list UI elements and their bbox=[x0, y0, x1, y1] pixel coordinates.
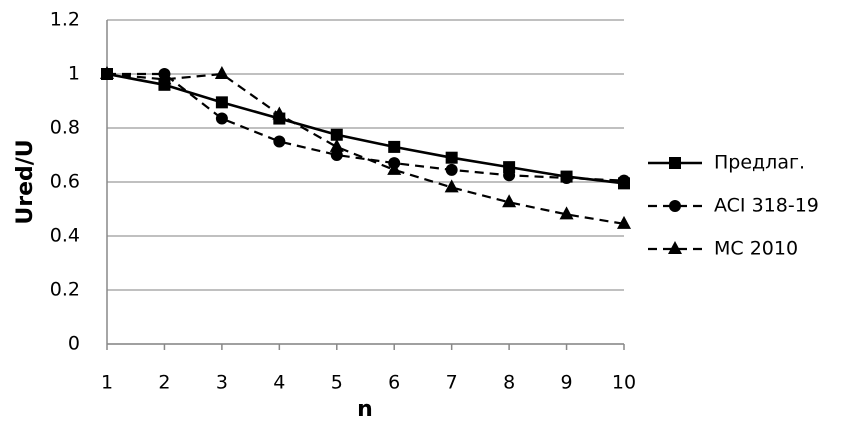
marker bbox=[669, 157, 681, 169]
marker bbox=[330, 128, 343, 141]
x-tick-label: 1 bbox=[101, 372, 113, 394]
x-tick-label: 5 bbox=[331, 372, 343, 394]
y-tick-label: 0.6 bbox=[50, 171, 80, 193]
marker bbox=[618, 174, 630, 187]
marker bbox=[445, 163, 458, 176]
marker bbox=[617, 215, 631, 229]
marker bbox=[502, 194, 517, 208]
x-tick-label: 9 bbox=[561, 372, 573, 394]
x-tick-label: 10 bbox=[612, 372, 636, 394]
x-tick-label: 8 bbox=[503, 372, 515, 394]
marker bbox=[100, 66, 114, 79]
x-tick-label: 2 bbox=[158, 372, 170, 394]
marker bbox=[214, 66, 229, 79]
marker bbox=[215, 112, 228, 125]
series-line bbox=[107, 72, 625, 182]
marker bbox=[559, 206, 574, 220]
marker bbox=[444, 179, 459, 193]
legend-label: ACI 318-19 bbox=[714, 195, 819, 217]
y-axis-title: Ured/U bbox=[13, 139, 38, 224]
marker bbox=[330, 149, 343, 161]
legend-label: Предлаг. bbox=[714, 152, 805, 174]
marker bbox=[668, 241, 682, 254]
y-tick-label: 1 bbox=[68, 63, 80, 85]
y-tick-label: 0.2 bbox=[50, 279, 80, 301]
marker bbox=[445, 151, 458, 164]
series-line bbox=[106, 72, 625, 225]
y-tick-label: 0 bbox=[68, 333, 80, 355]
marker bbox=[387, 161, 402, 175]
y-tick-label: 0.4 bbox=[50, 225, 80, 247]
x-axis-title: n bbox=[357, 397, 373, 422]
marker bbox=[273, 135, 286, 148]
marker bbox=[157, 71, 172, 85]
marker bbox=[215, 96, 228, 109]
x-tick-label: 4 bbox=[273, 372, 285, 394]
marker bbox=[503, 161, 516, 174]
marker bbox=[329, 138, 344, 152]
marker bbox=[503, 169, 516, 182]
marker bbox=[560, 171, 573, 184]
y-tick-label: 0.8 bbox=[50, 117, 80, 139]
x-tick-label: 7 bbox=[446, 372, 458, 394]
x-tick-label: 6 bbox=[388, 372, 400, 394]
marker bbox=[669, 200, 681, 212]
marker bbox=[272, 106, 287, 120]
y-tick-label: 1.2 bbox=[50, 9, 80, 31]
legend-label: MC 2010 bbox=[714, 238, 798, 260]
marker bbox=[388, 140, 401, 153]
x-tick-label: 3 bbox=[216, 372, 228, 394]
series-line bbox=[106, 72, 625, 185]
